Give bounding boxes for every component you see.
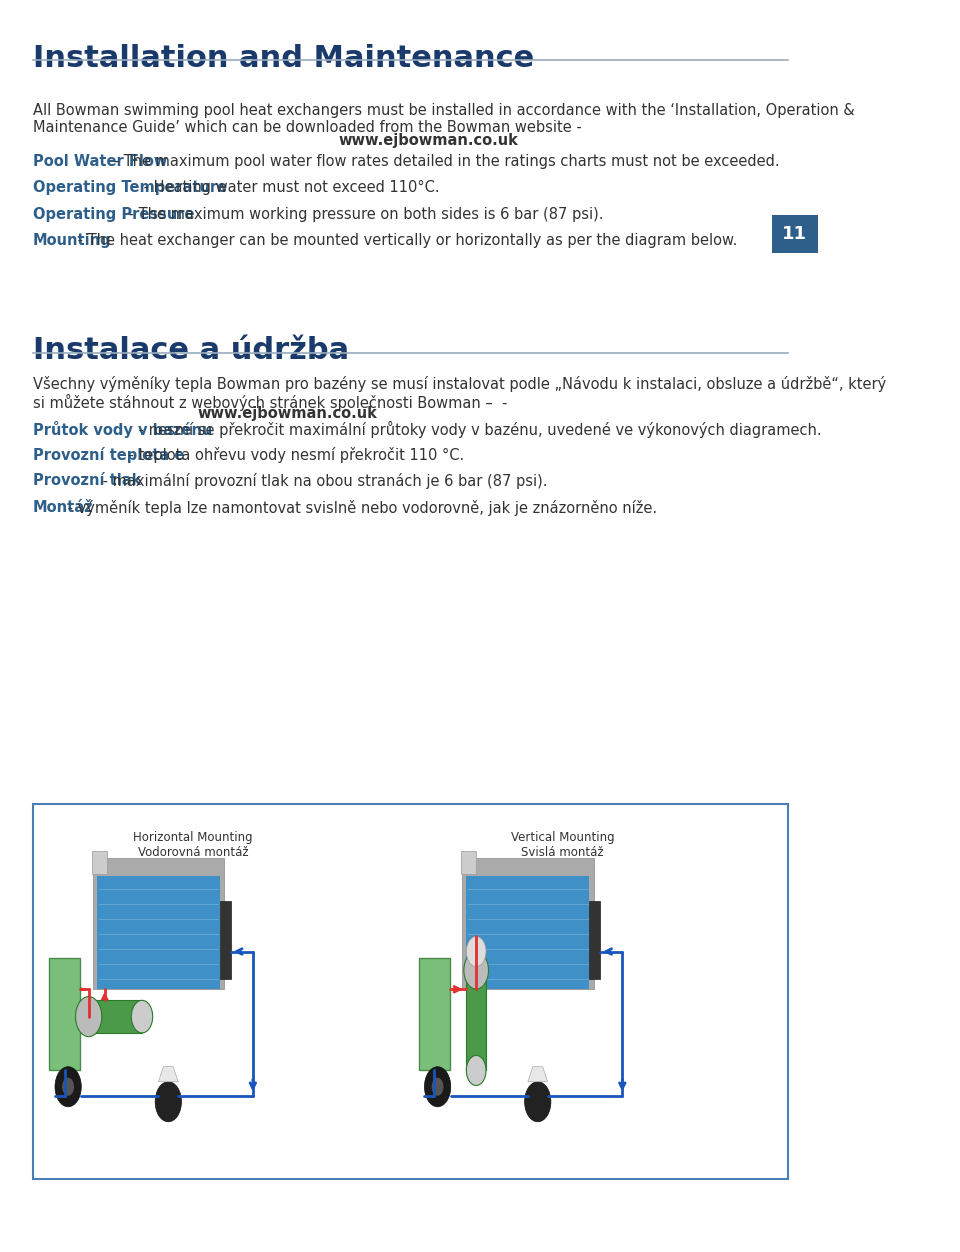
Circle shape <box>467 1055 486 1085</box>
Circle shape <box>524 1082 551 1122</box>
Text: Pool Water Flow: Pool Water Flow <box>33 154 167 169</box>
Text: - maximální provozní tlak na obou stranách je 6 bar (87 psi).: - maximální provozní tlak na obou straná… <box>99 473 548 490</box>
Bar <box>467 876 589 989</box>
Circle shape <box>424 1067 451 1107</box>
Text: Horizontal Mounting
Vodorovná montáž: Horizontal Mounting Vodorovná montáž <box>133 831 252 859</box>
Circle shape <box>432 1078 444 1096</box>
Bar <box>589 901 600 979</box>
Bar <box>97 876 220 989</box>
Polygon shape <box>158 1067 179 1082</box>
Text: Všechny výměníky tepla Bowman pro bazény se musí instalovat podle „Návodu k inst: Všechny výměníky tepla Bowman pro bazény… <box>33 376 886 412</box>
Circle shape <box>76 997 102 1037</box>
Circle shape <box>467 936 486 967</box>
Text: Operating Pressure: Operating Pressure <box>33 207 194 222</box>
Bar <box>419 958 450 1070</box>
Text: - The heat exchanger can be mounted vertically or horizontally as per the diagra: - The heat exchanger can be mounted vert… <box>73 233 737 248</box>
Text: Montáž: Montáž <box>33 500 93 515</box>
Text: - nesmí se překročit maximální průtoky vody v bazénu, uvedené ve výkonových diag: - nesmí se překročit maximální průtoky v… <box>133 421 822 438</box>
Bar <box>49 958 81 1070</box>
Text: www.ejbowman.co.uk: www.ejbowman.co.uk <box>338 133 518 148</box>
Polygon shape <box>528 1067 547 1082</box>
Bar <box>772 215 818 253</box>
Bar <box>92 851 107 874</box>
Text: Vertical Mounting
Svislá montáž: Vertical Mounting Svislá montáž <box>511 831 614 859</box>
Text: Instalace a údržba: Instalace a údržba <box>33 336 349 364</box>
Text: Installation and Maintenance: Installation and Maintenance <box>33 44 534 73</box>
Text: Mounting: Mounting <box>33 233 111 248</box>
Text: - Heating water must not exceed 110°C.: - Heating water must not exceed 110°C. <box>139 180 440 195</box>
Polygon shape <box>462 858 593 989</box>
Circle shape <box>132 1000 153 1033</box>
Text: All Bowman swimming pool heat exchangers must be installed in accordance with th: All Bowman swimming pool heat exchangers… <box>33 103 854 135</box>
Circle shape <box>464 952 489 989</box>
Text: Průtok vody v bazénu: Průtok vody v bazénu <box>33 421 212 438</box>
Bar <box>467 970 486 1070</box>
Text: - výměník tepla lze namontovat svislně nebo vodorovně, jak je znázorněno níže.: - výměník tepla lze namontovat svislně n… <box>63 500 658 516</box>
Text: - The maximum pool water flow rates detailed in the ratings charts must not be e: - The maximum pool water flow rates deta… <box>108 154 780 169</box>
Bar <box>220 901 230 979</box>
Polygon shape <box>93 858 224 989</box>
Text: Provozní tlak: Provozní tlak <box>33 473 141 488</box>
Bar <box>33 804 788 1179</box>
Text: - The maximum working pressure on both sides is 6 bar (87 psi).: - The maximum working pressure on both s… <box>124 207 603 222</box>
Text: 11: 11 <box>782 225 807 243</box>
Text: Operating Temperature: Operating Temperature <box>33 180 227 195</box>
Text: www.ejbowman.co.uk: www.ejbowman.co.uk <box>198 406 377 421</box>
Text: Provozní teplota e: Provozní teplota e <box>33 447 184 463</box>
Text: - teplota ohřevu vody nesmí překročit 110 °C.: - teplota ohřevu vody nesmí překročit 11… <box>124 447 464 463</box>
Circle shape <box>62 1078 74 1096</box>
Bar <box>462 851 476 874</box>
Circle shape <box>55 1067 82 1107</box>
Circle shape <box>156 1082 181 1122</box>
Bar <box>88 1000 142 1033</box>
